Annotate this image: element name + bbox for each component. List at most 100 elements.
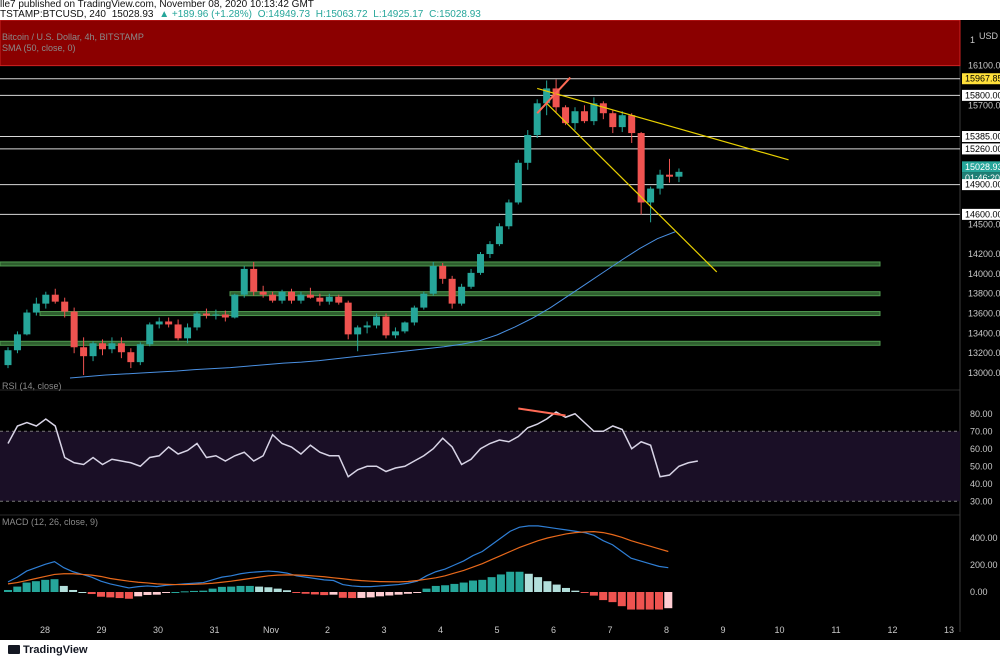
price-tag <box>962 131 1000 143</box>
chart-title: Bitcoin / U.S. Dollar, 4h, BITSTAMP <box>2 32 144 42</box>
date-label: 12 <box>887 625 897 635</box>
date-label: 11 <box>831 625 840 635</box>
candle-body <box>675 171 683 177</box>
price-tick: 13200.00 <box>968 348 1000 358</box>
macd-histogram-bar <box>162 592 171 593</box>
date-label: 28 <box>40 625 50 635</box>
candle-body <box>99 343 106 350</box>
macd-histogram-bar <box>580 592 589 593</box>
date-label: 30 <box>153 625 163 635</box>
candle-body <box>297 294 305 301</box>
candle-body <box>174 324 182 339</box>
candle-body <box>127 352 135 363</box>
candle-body <box>23 312 31 335</box>
candle-body <box>580 111 588 122</box>
macd-histogram-bar <box>394 592 403 595</box>
macd-histogram-bar <box>292 592 301 593</box>
rsi-tick: 80.00 <box>970 409 993 419</box>
rsi-tick: 60.00 <box>970 444 993 454</box>
candle-body <box>656 174 664 189</box>
macd-histogram-bar <box>22 582 31 592</box>
macd-tick: 200.00 <box>970 560 998 570</box>
candle-body <box>599 103 607 114</box>
candle-body <box>32 303 40 313</box>
overlays <box>69 76 789 379</box>
resistance-zone <box>0 20 961 67</box>
brand-label: TradingView <box>23 644 88 656</box>
candle-body <box>212 314 220 316</box>
price-tag <box>962 161 1000 173</box>
price-tick: 13400.00 <box>968 328 1000 338</box>
candle-body <box>666 174 673 177</box>
macd-histogram-bar <box>115 592 124 599</box>
macd-histogram-bar <box>506 571 515 592</box>
macd-histogram-bar <box>496 574 505 592</box>
price-tick: 14500.00 <box>968 219 1000 229</box>
price-tick: 14200.00 <box>968 249 1000 259</box>
open-value: O:14949.73 <box>257 9 311 20</box>
candle-body <box>306 294 314 298</box>
date-label: 5 <box>494 625 499 635</box>
candle-body <box>316 297 324 302</box>
date-label: 10 <box>774 625 784 635</box>
macd-histogram-bar <box>413 592 422 593</box>
candle-body <box>136 344 144 363</box>
support-line <box>0 261 881 267</box>
candle-body <box>240 268 248 295</box>
price-tag <box>962 179 1000 191</box>
candle-body <box>477 254 484 273</box>
rsi-tick: 30.00 <box>970 496 993 506</box>
price-tag-label: 01:46:20 <box>965 173 1000 183</box>
candle-body <box>420 293 428 308</box>
macd-histogram-bar <box>469 580 477 592</box>
macd-histogram-bar <box>478 579 487 592</box>
candle-body <box>184 327 192 339</box>
currency-label: USD <box>979 31 999 41</box>
price-tag <box>962 143 1000 155</box>
rsi-tick: 40.00 <box>970 479 993 489</box>
footer-bar: TradingView <box>0 640 1000 660</box>
price-tick: 15700.00 <box>968 100 1000 110</box>
candle-body <box>42 294 50 304</box>
candle-body <box>533 103 541 136</box>
candle-body <box>231 294 239 318</box>
candle-body <box>524 135 532 163</box>
macd-histogram-bar <box>143 592 152 595</box>
ohlc-row: TSTAMP:BTCUSD, 240 15028.93 ▲ +189.96 (+… <box>0 10 484 20</box>
candle-body <box>146 324 154 345</box>
price-tick: 16100.00 <box>968 61 1000 71</box>
price-tag-label: 15028.93 <box>965 162 1000 172</box>
macd-histogram-bar <box>459 582 468 592</box>
candles <box>4 79 683 376</box>
publish-info: lle7 published on TradingView.com, Novem… <box>0 0 314 10</box>
macd-histogram-bar <box>97 592 105 597</box>
candle-body <box>202 313 210 316</box>
macd-histogram-bar <box>50 579 59 592</box>
macd-histogram-bar <box>636 592 645 610</box>
price-tag-label: 14600.00 <box>965 209 1000 219</box>
tradingview-logo[interactable]: TradingView <box>8 644 88 656</box>
symbol-label: TSTAMP:BTCUSD, 240 <box>0 9 106 20</box>
price-tag <box>962 208 1000 220</box>
trading-chart[interactable]: 30.00 40.00 50.00 60.00 70.00 80.00 0.00 200.0… <box>0 20 1000 640</box>
candle-body <box>354 327 362 335</box>
macd-histogram-bar <box>487 577 496 592</box>
candle-body <box>609 113 617 128</box>
candle-body <box>543 88 551 104</box>
candle-body <box>571 111 579 124</box>
candle-body <box>288 291 295 301</box>
macd-histogram-bar <box>180 591 189 593</box>
macd-histogram-bar <box>366 592 375 598</box>
macd-histogram-bar <box>236 585 245 592</box>
candle-body <box>458 286 466 304</box>
macd-histogram-bar <box>283 590 291 592</box>
macd-histogram-bar <box>450 583 459 592</box>
macd-histogram-bar <box>348 592 357 599</box>
macd-histogram-bar <box>357 592 366 598</box>
sma-label: SMA (50, close, 0) <box>2 43 76 53</box>
macd-tick: 400.00 <box>970 533 998 543</box>
macd-histogram-bar <box>217 586 226 592</box>
candle-body <box>429 265 437 294</box>
price-tick: 14000.00 <box>968 269 1000 279</box>
macd-histogram-bar <box>403 592 412 594</box>
